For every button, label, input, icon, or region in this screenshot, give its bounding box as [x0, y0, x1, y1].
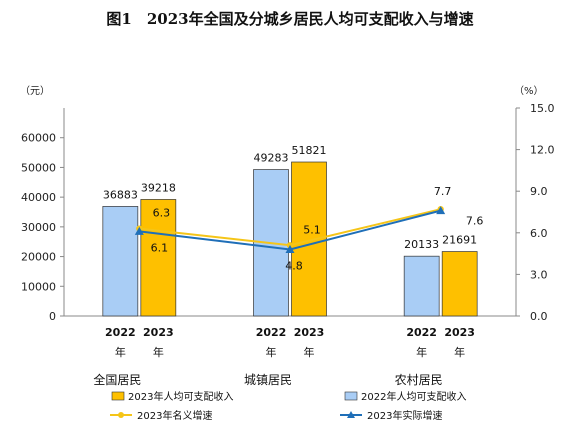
year-suffix-label: 年 — [454, 345, 465, 359]
real-growth-label: 6.1 — [151, 241, 169, 254]
chart-legend: 2023年人均可支配收入 2022年人均可支配收入 2023年名义增速 2023年实际… — [110, 390, 466, 422]
bar-value-label: 49283 — [254, 152, 289, 165]
bar-value-label: 20133 — [404, 238, 439, 251]
year-tick-label: 2022 — [105, 326, 136, 339]
bar-2022 — [403, 255, 440, 317]
bar-2023 — [291, 161, 327, 317]
right-axis-unit: （%） — [514, 85, 544, 97]
bar-value-label: 21691 — [442, 234, 477, 247]
legend-label-real: 2023年实际增速 — [367, 409, 442, 422]
y2-tick-label: 0.0 — [530, 310, 548, 323]
bar-value-label: 39218 — [141, 181, 176, 194]
y-tick-label: 0 — [49, 310, 56, 323]
bar-2023 — [140, 199, 177, 317]
legend-label-nominal: 2023年名义增速 — [137, 409, 212, 422]
nominal-growth-label: 5.1 — [303, 223, 321, 236]
y-tick-label: 40000 — [21, 191, 56, 204]
category-label: 全国居民 — [93, 372, 141, 387]
y2-tick-label: 6.0 — [530, 227, 548, 240]
year-tick-label: 2023 — [143, 326, 174, 339]
category-label: 城镇居民 — [244, 373, 292, 387]
legend-label-2023-bar: 2023年人均可支配收入 — [128, 390, 233, 403]
legend-swatch-nominal-point — [118, 412, 124, 418]
category-label: 农村居民 — [395, 373, 443, 387]
y-tick-label: 50000 — [21, 161, 56, 174]
year-suffix-label: 年 — [416, 345, 427, 359]
bar-value-label: 51821 — [292, 144, 327, 157]
real-growth-point — [285, 244, 295, 253]
legend-swatch-real-point — [347, 411, 355, 418]
year-tick-label: 2022 — [256, 326, 287, 339]
bar-2022 — [102, 206, 139, 317]
legend-label-2022-bar: 2022年人均可支配收入 — [361, 390, 466, 403]
y-tick-label: 20000 — [21, 251, 56, 264]
year-suffix-label: 年 — [153, 345, 164, 359]
year-tick-label: 2022 — [406, 326, 437, 339]
nominal-growth-label: 7.7 — [434, 185, 452, 198]
bar-value-label: 36883 — [103, 188, 138, 201]
y2-tick-label: 15.0 — [530, 102, 555, 115]
year-suffix-label: 年 — [304, 345, 315, 359]
chart-title: 图1 2023年全国及分城乡居民人均可支配收入与增速 — [106, 10, 473, 28]
bar-2023 — [441, 251, 478, 317]
y2-tick-label: 9.0 — [530, 185, 548, 198]
y-tick-label: 60000 — [21, 132, 56, 145]
legend-swatch-2022-bar — [344, 391, 358, 401]
left-axis-unit: （元） — [20, 85, 50, 97]
y-tick-label: 10000 — [21, 280, 56, 293]
real-growth-label: 4.8 — [285, 259, 303, 272]
legend-swatch-2023-bar — [111, 391, 125, 401]
real-growth-label: 7.6 — [466, 215, 484, 228]
y2-tick-label: 12.0 — [530, 144, 555, 157]
year-suffix-label: 年 — [266, 345, 277, 359]
real-growth-point — [436, 206, 446, 215]
year-tick-label: 2023 — [294, 326, 325, 339]
y2-tick-label: 3.0 — [530, 268, 548, 281]
y-tick-label: 30000 — [21, 221, 56, 234]
plot-area: 0 10000 20000 30000 40000 50000 60000 0.0 3.0 6.0… — [21, 102, 555, 387]
nominal-growth-line — [139, 208, 441, 247]
nominal-growth-label: 6.3 — [153, 207, 171, 220]
year-suffix-label: 年 — [115, 345, 126, 359]
real-growth-point — [134, 226, 144, 235]
year-tick-label: 2023 — [444, 326, 475, 339]
